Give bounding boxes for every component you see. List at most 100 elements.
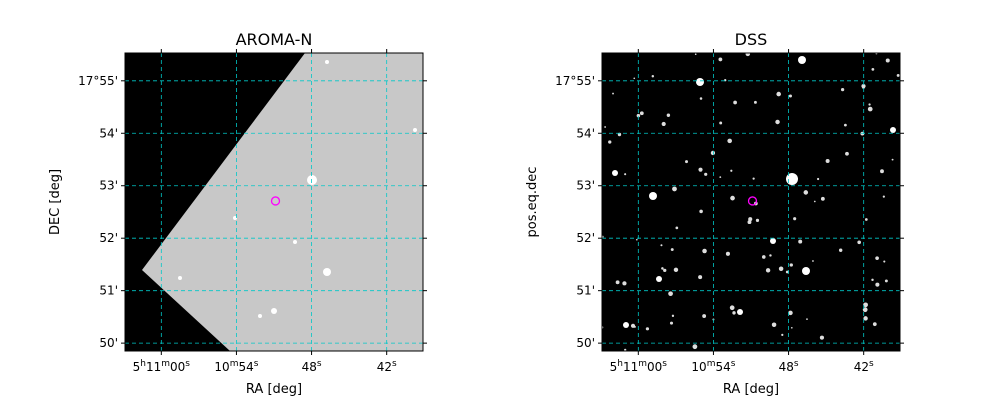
star (775, 119, 780, 125)
star (871, 67, 875, 71)
y-tick-label: 52' (576, 231, 595, 245)
star (732, 311, 736, 315)
star (845, 151, 849, 156)
star (718, 57, 723, 62)
star (798, 239, 803, 244)
star (747, 220, 752, 225)
panel-title: DSS (735, 30, 768, 49)
star (781, 333, 784, 336)
frame (601, 52, 901, 352)
star (672, 186, 677, 192)
star (752, 177, 755, 180)
star (413, 128, 417, 132)
star (633, 77, 636, 80)
star (725, 251, 730, 256)
y-tick-label: 52' (99, 231, 118, 245)
image (125, 53, 423, 351)
star (669, 321, 674, 325)
y-tick-label: 54' (576, 126, 595, 140)
star (727, 138, 732, 144)
star (788, 94, 792, 98)
star (819, 335, 825, 340)
star (293, 240, 297, 244)
star (630, 323, 636, 328)
star (666, 113, 671, 117)
x-tick-label: 10m54s (214, 359, 258, 374)
star (864, 218, 868, 221)
star (661, 121, 666, 127)
target-marker (270, 196, 281, 206)
star (636, 113, 641, 118)
star (719, 121, 723, 125)
star (698, 167, 703, 172)
star (668, 291, 673, 297)
star (271, 308, 277, 314)
y-axis-label: pos.eq.dec (525, 167, 540, 238)
x-tick-label: 10m54s (691, 359, 735, 374)
star (719, 176, 722, 178)
star (885, 58, 890, 63)
x-tick-label: 5h11m00s (133, 359, 191, 374)
star (737, 309, 743, 315)
star (608, 140, 612, 144)
star (755, 218, 760, 222)
star (710, 150, 716, 156)
star (685, 160, 688, 164)
star (785, 270, 789, 274)
y-tick-label: 53' (99, 179, 118, 193)
star (178, 276, 182, 280)
star (604, 126, 607, 128)
star (649, 192, 657, 200)
star (692, 344, 698, 350)
star (803, 190, 809, 195)
star (838, 248, 843, 252)
star (694, 53, 697, 56)
star (770, 238, 776, 244)
star (843, 123, 847, 127)
star (880, 169, 884, 174)
x-tick-label: 42s (854, 359, 874, 374)
y-axis-label: DEC [deg] (48, 169, 63, 235)
star (258, 314, 262, 318)
y-tick-label: 54' (99, 126, 118, 140)
star (812, 260, 814, 262)
star (863, 316, 868, 321)
star (883, 260, 886, 263)
star (875, 282, 880, 287)
star (698, 275, 703, 280)
star (673, 267, 679, 273)
star (789, 263, 793, 267)
star (645, 327, 650, 331)
star (233, 216, 237, 220)
star (802, 267, 810, 275)
star (771, 322, 777, 328)
y-tick-label: 51' (576, 284, 595, 298)
star (622, 281, 627, 286)
star (813, 200, 816, 203)
star (702, 248, 707, 254)
star (761, 255, 766, 259)
star (882, 195, 885, 198)
star (875, 256, 879, 261)
star (671, 314, 675, 318)
star (730, 195, 735, 201)
star (624, 173, 627, 176)
star (884, 279, 888, 283)
image-coverage (142, 53, 423, 351)
y-tick-label: 50' (576, 336, 595, 350)
x-axis-label: RA [deg] (723, 382, 779, 397)
star (862, 86, 865, 89)
y-tick-label: 51' (99, 284, 118, 298)
panel-title: AROMA-N (236, 30, 313, 49)
star (857, 240, 861, 245)
star (745, 53, 751, 57)
star (891, 158, 894, 161)
star (612, 92, 614, 95)
x-tick-label: 5h11m00s (610, 359, 668, 374)
star (778, 266, 784, 272)
star (769, 254, 772, 257)
star (748, 217, 753, 222)
y-tick-label: 53' (576, 179, 595, 193)
star (798, 56, 806, 64)
